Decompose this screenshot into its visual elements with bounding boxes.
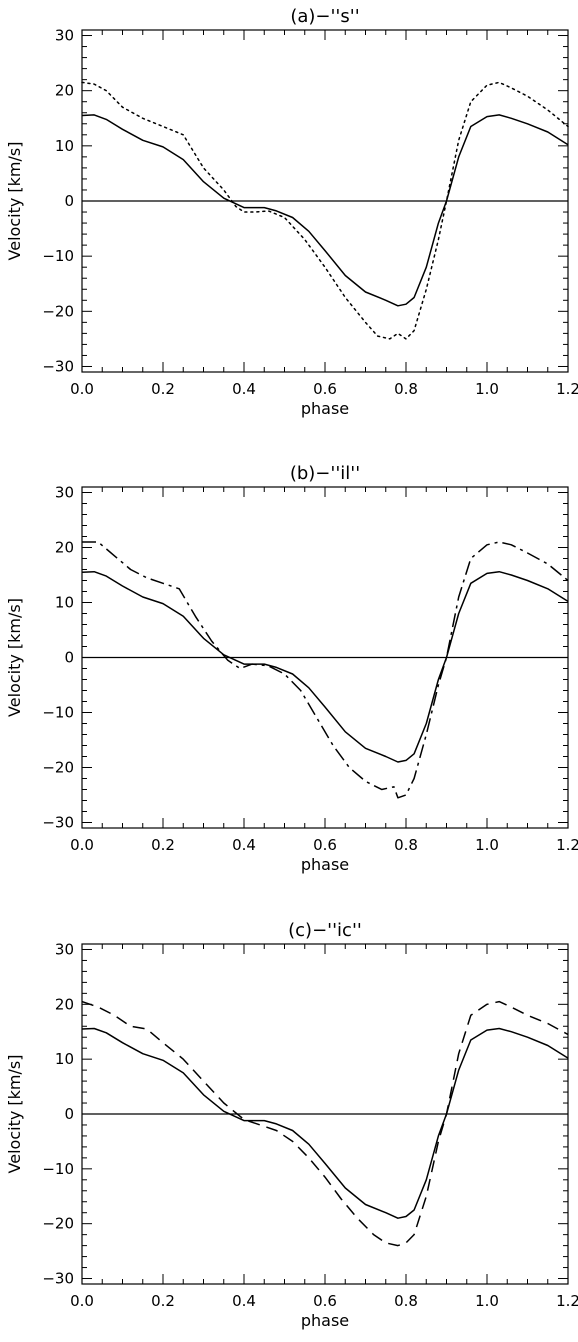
x-tick-label: 0.8 xyxy=(394,836,418,854)
x-tick-label: 1.0 xyxy=(475,1292,499,1310)
x-tick-label: 1.0 xyxy=(475,380,499,398)
panel-title: (a)−''s'' xyxy=(290,6,359,27)
y-tick-label: −10 xyxy=(42,1160,74,1178)
x-tick-label: 0.6 xyxy=(313,380,337,398)
solid-series-line xyxy=(81,570,569,763)
y-tick-label: 10 xyxy=(55,594,74,612)
panel-title: (b)−''il'' xyxy=(290,463,360,484)
x-tick-label: 0.0 xyxy=(70,836,94,854)
solid-series-line xyxy=(81,114,569,307)
x-tick-label: 0.2 xyxy=(151,836,175,854)
y-axis-title: Velocity [km/s] xyxy=(5,598,24,717)
y-tick-label: 20 xyxy=(55,82,74,100)
x-tick-label: 1.0 xyxy=(475,836,499,854)
x-tick-label: 0.8 xyxy=(394,380,418,398)
y-tick-label: 30 xyxy=(55,27,74,45)
y-tick-label: 0 xyxy=(64,1105,74,1123)
x-tick-label: 0.4 xyxy=(232,380,256,398)
y-tick-label: −20 xyxy=(42,302,74,320)
y-tick-label: 10 xyxy=(55,1050,74,1068)
y-tick-label: 10 xyxy=(55,137,74,155)
solid-series-line xyxy=(81,1027,569,1219)
x-tick-label: 0.8 xyxy=(394,1292,418,1310)
panel-title: (c)−''ic'' xyxy=(288,920,362,941)
x-tick-label: 1.2 xyxy=(556,380,578,398)
y-tick-label: −10 xyxy=(42,247,74,265)
y-tick-label: −20 xyxy=(42,1215,74,1233)
x-tick-label: 1.2 xyxy=(556,1292,578,1310)
dash-dot-series-line xyxy=(82,541,569,799)
y-axis-title: Velocity [km/s] xyxy=(5,142,24,261)
x-tick-label: 0.0 xyxy=(70,1292,94,1310)
y-tick-label: −30 xyxy=(42,1270,74,1288)
x-axis-title: phase xyxy=(301,1311,349,1330)
dashed-series-line xyxy=(81,1000,569,1247)
x-tick-label: 0.4 xyxy=(232,836,256,854)
x-tick-label: 0.4 xyxy=(232,1292,256,1310)
y-tick-label: 30 xyxy=(55,484,74,502)
y-tick-label: −30 xyxy=(42,814,74,832)
x-tick-label: 0.2 xyxy=(151,380,175,398)
y-tick-label: −30 xyxy=(42,357,74,375)
x-axis-title: phase xyxy=(301,399,349,418)
y-tick-label: −20 xyxy=(42,759,74,777)
y-tick-label: 0 xyxy=(64,192,74,210)
x-tick-label: 0.6 xyxy=(313,836,337,854)
y-axis-title: Velocity [km/s] xyxy=(5,1055,24,1174)
x-tick-label: 1.2 xyxy=(556,836,578,854)
y-tick-label: 0 xyxy=(64,649,74,667)
y-tick-label: 20 xyxy=(55,539,74,557)
panel-c: (c)−''ic'' 0.0 0.2 0.4 0.6 0.8 1.0 1.2 −30 −20 −10… xyxy=(5,920,578,1330)
x-tick-label: 0.2 xyxy=(151,1292,175,1310)
panel-a: (a)−''s'' 0.0 0.2 0.4 0.6 0.8 1.0 1.2 −30 −20 −10 0… xyxy=(5,6,578,418)
x-tick-label: 0.0 xyxy=(70,380,94,398)
dotted-series-line xyxy=(81,81,569,340)
x-tick-label: 0.6 xyxy=(313,1292,337,1310)
y-tick-label: −10 xyxy=(42,704,74,722)
panel-b: (b)−''il'' 0.0 0.2 0.4 0.6 0.8 1.0 1.2 −30 −20 −10… xyxy=(5,463,578,874)
x-axis-title: phase xyxy=(301,855,349,874)
y-tick-label: 30 xyxy=(55,940,74,958)
y-tick-label: 20 xyxy=(55,995,74,1013)
